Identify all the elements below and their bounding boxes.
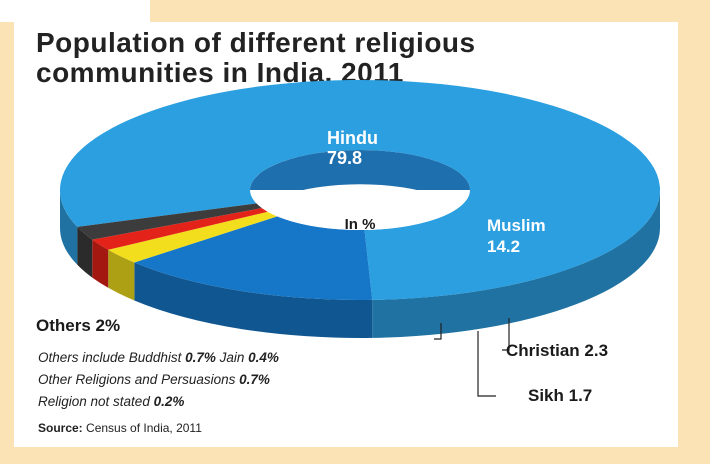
hindu-label: Hindu [327,128,378,148]
note2-value: 0.7% [239,372,270,387]
frame-notch [0,0,150,22]
christian-slice-side [108,249,135,301]
donut-hole-opening [250,184,470,230]
title-line-1: Population of different religious [36,27,476,58]
donut-inner-wall [250,150,470,190]
muslim-label: Muslim [487,216,546,235]
others-slice-side [77,226,93,278]
hindu-slice [60,79,661,300]
note1-mid: Jain [215,350,249,365]
source-note: Source: Census of India, 2011 [38,421,202,435]
note1-buddhist-value: 0.7% [185,350,216,365]
note1-jain-value: 0.4% [248,350,279,365]
note-line-1: Others include Buddhist 0.7% Jain 0.4% [38,350,279,365]
center-unit-label: In % [345,216,376,233]
note-line-3: Religion not stated 0.2% [38,394,184,409]
others-slice [77,203,262,240]
sikh-slice-side [92,239,109,288]
sikh-label: Sikh 1.7 [528,386,592,405]
note3-text: Religion not stated [38,394,154,409]
muslim-slice-side [134,262,373,338]
hindu-slice-side-1 [372,190,660,338]
note-line-2: Other Religions and Persuasions 0.7% [38,372,270,387]
others-label: Others 2% [36,316,121,335]
sikh-slice [92,208,268,250]
note3-value: 0.2% [153,394,185,409]
note1-text: Others include Buddhist [38,350,186,365]
christian-slice [108,211,278,263]
muslim-slice [134,216,373,300]
source-text: Census of India, 2011 [82,421,202,435]
sikh-leader-line [477,331,496,397]
christian-leader-line [502,318,510,351]
muslim-value: 14.2 [487,237,520,256]
donut-side-layer [60,190,660,338]
others-leader-line [434,323,442,340]
hindu-slice-side [60,190,78,265]
christian-label: Christian 2.3 [506,341,608,360]
hindu-value: 79.8 [327,148,362,168]
note2-text: Other Religions and Persuasions [38,372,240,387]
donut-top-layer [60,79,661,300]
source-label: Source: [38,421,83,435]
